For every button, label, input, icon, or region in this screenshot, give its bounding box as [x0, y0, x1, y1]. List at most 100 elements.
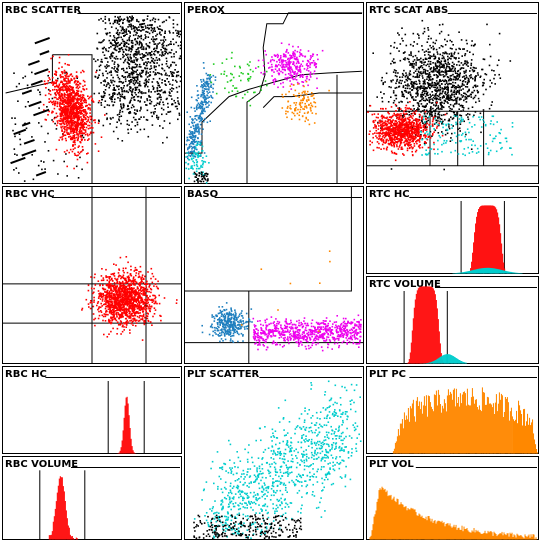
rtc-scat-abs-point: [416, 109, 418, 111]
rbc-scatter-point: [136, 75, 139, 78]
rbc-scatter-point: [131, 79, 133, 81]
rtc-scat-abs-point: [423, 63, 425, 66]
rbc-scatter-point: [137, 82, 139, 84]
rtc-scat-abs-point: [435, 65, 437, 68]
rbc-scatter-point: [159, 101, 161, 103]
perox-point: [195, 159, 198, 161]
rbc-scatter-point: [53, 81, 55, 83]
rbc-scatter-point: [62, 132, 65, 135]
rbc-scatter-point: [147, 24, 149, 27]
rtc-scat-abs-point: [395, 97, 398, 100]
rbc-scatter-point: [55, 74, 57, 76]
rbc-scatter-point: [69, 82, 71, 84]
rtc-scat-abs-point: [411, 131, 413, 134]
rbc-scatter-point: [74, 93, 77, 95]
rtc-scat-abs-point: [458, 99, 461, 101]
rtc-scat-abs-point: [409, 43, 412, 46]
rtc-scat-abs-point: [436, 76, 438, 79]
perox-point: [283, 55, 286, 58]
perox-point: [321, 49, 324, 52]
perox-point: [264, 80, 267, 82]
rtc-scat-abs-point: [429, 63, 431, 65]
rbc-scatter-point: [76, 97, 79, 99]
rtc-scat-abs-point: [400, 82, 402, 85]
perox-point: [190, 150, 193, 153]
rtc-scat-abs-point: [476, 89, 479, 92]
rbc-scatter-point: [74, 108, 76, 110]
rtc-scat-abs-point: [421, 94, 423, 96]
rbc-scatter-point: [52, 55, 54, 58]
rbc-scatter-dash: [21, 121, 31, 127]
perox-point: [198, 167, 201, 170]
rbc-scatter-point: [91, 98, 94, 100]
rbc-scatter-point: [139, 40, 141, 43]
rtc-scat-abs-point: [454, 72, 457, 74]
rbc-scatter-point: [145, 83, 147, 86]
rbc-scatter-point: [157, 116, 160, 119]
rbc-scatter-point: [77, 106, 79, 108]
rbc-scatter-point: [161, 21, 164, 24]
rbc-scatter-point: [76, 120, 79, 123]
rbc-scatter-point: [118, 36, 120, 39]
perox-point: [197, 151, 200, 153]
rbc-scatter-point: [131, 66, 134, 68]
rbc-scatter-point: [61, 75, 63, 78]
rbc-scatter-dash: [39, 50, 50, 56]
rbc-scatter-point: [70, 117, 73, 120]
perox-point: [289, 107, 291, 109]
rtc-scat-abs-point: [419, 127, 421, 129]
rbc-scatter-point: [78, 103, 80, 105]
rtc-scat-abs-point: [427, 35, 430, 38]
rbc-scatter-point: [146, 98, 148, 100]
rtc-scat-abs-point: [411, 109, 414, 112]
rtc-scat-abs-point: [463, 84, 465, 86]
rbc-scatter-point: [171, 73, 174, 76]
rbc-scatter-point: [77, 134, 80, 136]
rbc-scatter-point: [74, 116, 77, 118]
rbc-scatter-point: [115, 126, 118, 129]
rbc-scatter-point: [111, 96, 113, 98]
perox-point: [294, 49, 296, 52]
rbc-scatter-point: [44, 141, 46, 143]
rtc-scat-abs-point: [399, 144, 401, 147]
rtc-scat-abs-point: [421, 95, 423, 98]
perox-point: [194, 156, 197, 158]
rtc-scat-abs-point: [459, 114, 461, 116]
rbc-scatter-point: [52, 84, 54, 86]
rbc-scatter-point: [130, 79, 132, 81]
rbc-scatter-point: [179, 30, 181, 33]
rbc-scatter-point: [67, 132, 69, 135]
perox-point: [198, 115, 201, 118]
rtc-scat-abs-point: [450, 99, 452, 101]
rtc-scat-abs-point: [438, 61, 440, 63]
rbc-scatter-point: [123, 40, 126, 43]
perox-point: [200, 142, 202, 145]
perox-point: [274, 55, 277, 57]
rtc-scat-abs-point: [398, 86, 400, 88]
rbc-scatter-point: [119, 58, 122, 60]
rbc-scatter-point: [59, 120, 62, 122]
perox-point: [214, 79, 217, 81]
rbc-scatter-point: [135, 34, 137, 36]
perox-point: [316, 87, 318, 89]
perox-point: [309, 55, 312, 57]
rbc-scatter-point: [135, 53, 138, 56]
rbc-scatter-point: [65, 119, 67, 122]
rbc-scatter-point: [171, 98, 173, 100]
rtc-scat-abs-point: [397, 32, 399, 34]
rtc-scat-abs-point: [393, 139, 396, 141]
rbc-scatter-point: [173, 53, 175, 55]
rbc-scatter-point: [126, 108, 129, 111]
rtc-scat-abs-point: [493, 70, 495, 72]
rbc-scatter-point: [143, 128, 146, 131]
rbc-scatter-point: [128, 67, 131, 69]
rtc-scat-abs-point: [426, 126, 428, 128]
rtc-scat-abs-point: [449, 39, 451, 42]
perox-point: [203, 97, 205, 99]
rbc-scatter-point: [164, 39, 167, 41]
rtc-scat-abs-point: [458, 92, 461, 95]
rbc-scatter-point: [136, 69, 139, 71]
perox-point: [189, 155, 192, 157]
rbc-scatter-point: [132, 34, 135, 37]
rtc-scat-abs-point: [472, 53, 474, 56]
